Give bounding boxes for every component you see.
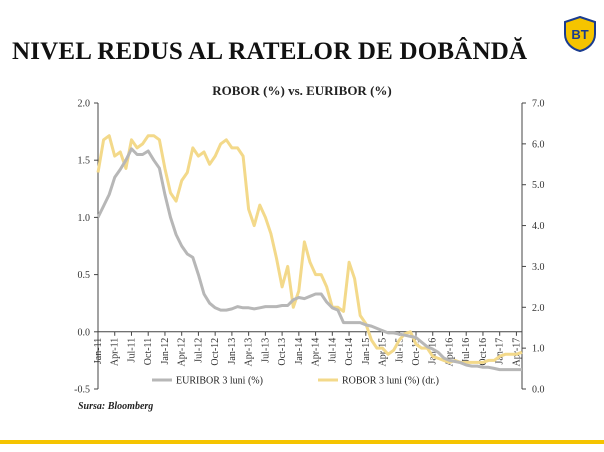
x-tick-label: Jul-15 <box>394 338 405 363</box>
x-tick-label: Jul-16 <box>461 338 472 363</box>
accent-bar <box>0 440 604 444</box>
legend-euribor-label: EURIBOR 3 luni (%) <box>176 376 263 387</box>
left-tick-label: 0.5 <box>78 270 91 281</box>
x-tick-label: Jan-11 <box>93 338 104 364</box>
bt-logo: BT <box>564 16 596 52</box>
chart-title: ROBOR (%) vs. EURIBOR (%) <box>212 83 392 98</box>
x-tick-label: Oct-16 <box>478 338 489 366</box>
left-axis-ticks: 2.0 1.5 1.0 0.5 0.0 -0.5 <box>74 99 98 396</box>
line-chart: Jan-11 Apr-11 Jul-11 Oct-11 Jan-12 Apr-12 Jul-… <box>74 99 545 396</box>
x-tick-label: Oct-14 <box>344 338 355 366</box>
x-tick-label: Jan-17 <box>495 338 506 365</box>
x-tick-label: Jan-12 <box>160 338 171 365</box>
x-tick-label: Apr-12 <box>177 338 188 367</box>
robor-line <box>96 134 523 364</box>
right-tick-label: 4.0 <box>532 221 545 232</box>
right-tick-label: 3.0 <box>532 262 545 273</box>
right-axis-ticks: 7.0 6.0 5.0 4.0 3.0 2.0 1.0 0.0 <box>522 99 545 396</box>
x-tick-label: Jul-14 <box>327 338 338 363</box>
x-tick-label: Jan-15 <box>361 338 372 365</box>
right-tick-label: 6.0 <box>532 139 545 150</box>
x-tick-label: Oct-15 <box>411 338 422 366</box>
x-axis-ticks: Jan-11 Apr-11 Jul-11 Oct-11 Jan-12 Apr-12 Jul-… <box>93 331 522 367</box>
x-tick-label: Jan-16 <box>428 338 439 365</box>
left-tick-label: 1.0 <box>78 213 91 224</box>
x-tick-label: Jul-13 <box>260 338 271 363</box>
x-tick-label: Apr-14 <box>311 338 322 367</box>
logo-text: BT <box>571 27 588 42</box>
x-tick-label: Jul-11 <box>126 338 137 363</box>
x-tick-label: Jul-12 <box>193 338 204 363</box>
chart-axes <box>97 103 523 389</box>
euribor-line <box>96 147 522 372</box>
series-lines <box>96 134 523 372</box>
x-tick-label: Oct-13 <box>277 338 288 366</box>
source-note: Sursa: Bloomberg <box>78 401 154 412</box>
x-tick-label: Oct-12 <box>210 338 221 366</box>
right-tick-label: 2.0 <box>532 303 545 314</box>
legend-robor-label: ROBOR 3 luni (%) (dr.) <box>342 376 439 387</box>
chart-legend: EURIBOR 3 luni (%) ROBOR 3 luni (%) (dr.) <box>152 376 439 387</box>
right-tick-label: 5.0 <box>532 180 545 191</box>
left-tick-label: 1.5 <box>78 156 91 167</box>
left-tick-label: 2.0 <box>78 99 91 110</box>
page-title: NIVEL REDUS AL RATELOR DE DOBÂNDĂ <box>12 38 528 65</box>
x-tick-label: Jan-13 <box>227 338 238 365</box>
right-tick-label: 7.0 <box>532 99 545 110</box>
x-tick-label: Apr-16 <box>444 338 455 367</box>
x-tick-label: Apr-11 <box>110 338 121 366</box>
right-tick-label: 0.0 <box>532 385 545 396</box>
left-tick-label: -0.5 <box>74 385 90 396</box>
logo-shield-icon <box>564 16 596 52</box>
x-tick-label: Apr-17 <box>511 338 522 367</box>
x-tick-label: Apr-15 <box>378 338 389 367</box>
right-tick-label: 1.0 <box>532 344 545 355</box>
x-tick-label: Oct-11 <box>143 338 154 365</box>
left-tick-label: 0.0 <box>78 327 91 338</box>
x-tick-label: Apr-13 <box>244 338 255 367</box>
x-tick-label: Jan-14 <box>294 338 305 365</box>
